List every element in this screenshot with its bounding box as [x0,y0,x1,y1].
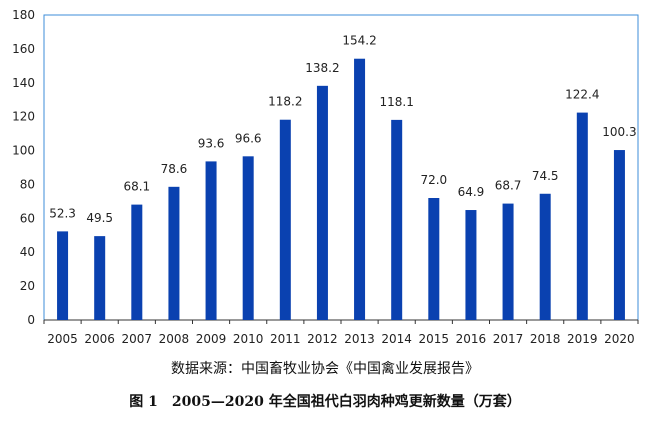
data-label-2015: 72.0 [420,173,447,187]
y-tick-label: 120 [12,110,35,124]
x-tick-label-2012: 2012 [307,332,338,346]
x-tick-label-2019: 2019 [567,332,598,346]
data-label-2012: 138.2 [305,61,339,75]
y-tick-label: 80 [20,177,35,191]
x-tick-label-2010: 2010 [233,332,264,346]
x-tick-label-2011: 2011 [270,332,301,346]
x-tick-label-2018: 2018 [530,332,561,346]
bar-2008 [168,186,180,320]
y-tick-label: 140 [12,76,35,90]
bar-2017 [502,203,514,320]
y-tick-label: 40 [20,245,35,259]
bar-2015 [428,198,440,320]
bar-2012 [316,85,328,320]
bar-2006 [94,236,106,320]
bar-2014 [391,119,403,320]
data-label-2018: 74.5 [532,169,559,183]
x-axis: 2005 2006 2007 2008 2009 2010 2011 2012 2013 2014… [43,320,639,346]
y-axis: 0 20 40 60 80 100 120 140 160 180 [12,8,638,327]
data-label-2010: 96.6 [235,131,262,145]
bar-2005 [57,231,69,320]
y-tick-label: 100 [12,144,35,158]
source-note: 数据来源：中国畜牧业协会《中国禽业发展报告》 [171,361,479,377]
bar-2016 [465,210,477,320]
bars [57,58,625,320]
y-tick-label: 0 [27,313,35,327]
bar-2020 [613,150,625,320]
data-label-2020: 100.3 [602,125,636,139]
data-label-2009: 93.6 [198,136,225,150]
bar-2009 [205,161,217,320]
data-label-2007: 68.1 [123,180,150,194]
data-label-2016: 64.9 [458,185,485,199]
data-label-2008: 78.6 [161,162,188,176]
bar-chart: 0 20 40 60 80 100 120 140 160 180 52.3 49.5 68.1 78.… [12,8,639,346]
bar-2010 [242,156,254,320]
x-tick-label-2016: 2016 [456,332,487,346]
data-label-2005: 52.3 [49,206,76,220]
x-tick-label-2013: 2013 [344,332,375,346]
bar-2007 [131,204,143,320]
figure-caption: 图 1 2005—2020 年全国祖代白羽肉种鸡更新数量（万套） [129,394,521,410]
y-tick-label: 20 [20,279,35,293]
bar-2019 [576,112,588,320]
x-tick-label-2005: 2005 [47,332,78,346]
bar-2011 [279,119,291,320]
bar-2013 [354,58,366,320]
y-tick-label: 60 [20,211,35,225]
x-tick-label-2017: 2017 [493,332,524,346]
data-label-2006: 49.5 [86,211,113,225]
x-tick-label-2020: 2020 [604,332,635,346]
y-tick-label: 160 [12,42,35,56]
data-label-2013: 154.2 [342,34,376,48]
x-tick-label-2014: 2014 [381,332,412,346]
x-tick-label-2007: 2007 [122,332,153,346]
x-tick-label-2006: 2006 [84,332,115,346]
x-tick-label-2009: 2009 [196,332,227,346]
x-tick-label-2008: 2008 [159,332,190,346]
data-label-2011: 118.2 [268,95,302,109]
x-tick-label-2015: 2015 [419,332,450,346]
data-label-2014: 118.1 [380,95,414,109]
data-label-2019: 122.4 [565,88,599,102]
bar-2018 [539,193,551,320]
data-label-2017: 68.7 [495,179,522,193]
y-tick-label: 180 [12,8,35,22]
